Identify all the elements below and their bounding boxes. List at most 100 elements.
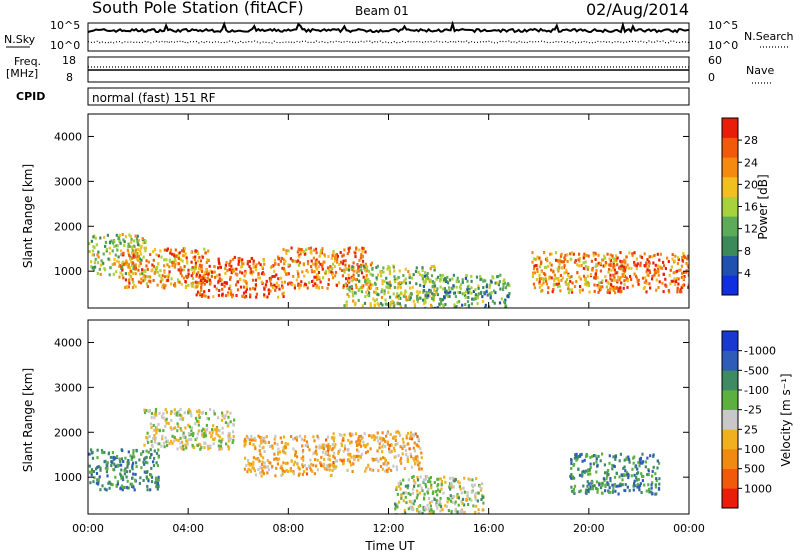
heatmap-cell [413,482,416,486]
heatmap-cell [346,292,349,296]
heatmap-cell [340,442,343,446]
heatmap-cell [452,273,455,277]
heatmap-cell [421,269,424,272]
heatmap-cell [581,472,584,476]
heatmap-cell [286,272,289,276]
heatmap-cell [131,263,134,267]
heatmap-cell [277,452,280,456]
heatmap-cell [171,252,174,256]
heatmap-cell [252,462,255,466]
heatmap-cell [304,444,307,447]
y-tick-label: 3000 [54,175,82,188]
heatmap-cell [297,259,300,263]
heatmap-cell [352,299,355,303]
heatmap-cell [245,434,248,438]
heatmap-cell [192,256,195,260]
heatmap-cell [658,258,661,262]
heatmap-cell [142,460,145,464]
heatmap-cell [380,274,383,278]
heatmap-cell [611,467,614,471]
heatmap-cell [604,263,607,267]
heatmap-cell [564,280,567,284]
heatmap-cell [124,235,128,239]
heatmap-cell [642,287,645,291]
heatmap-cell [186,259,189,263]
heatmap-cell [467,312,469,315]
heatmap-cell [271,265,274,268]
heatmap-cell [279,466,282,470]
heatmap-cell [111,483,114,487]
heatmap-cell [329,474,333,477]
heatmap-cell [347,277,350,281]
heatmap-cell [648,269,651,273]
heatmap-cell [638,488,641,492]
heatmap-cell [142,479,145,482]
heatmap-cell [437,488,440,492]
heatmap-cell [443,278,446,282]
heatmap-cell [332,467,336,471]
heatmap-cell [383,462,386,466]
heatmap-cell [423,506,426,510]
heatmap-cell [299,283,302,287]
heatmap-cell [409,296,412,300]
heatmap-cell [415,496,418,500]
heatmap-cell [296,435,299,439]
heatmap-cell [389,284,392,288]
heatmap-cell [336,257,339,261]
heatmap-cell [128,257,132,261]
heatmap-cell [220,418,224,422]
heatmap-cell [402,440,405,444]
heatmap-cell [165,274,169,278]
heatmap-cell [177,278,180,282]
heatmap-cell [233,418,236,422]
heatmap-cell [97,480,100,484]
heatmap-cell [352,261,355,265]
heatmap-cell [150,440,153,444]
heatmap-cell [426,475,429,479]
heatmap-cell [384,298,387,302]
heatmap-cell [407,484,410,488]
heatmap-cell [531,260,534,264]
heatmap-cell [114,253,117,257]
heatmap-cell [553,273,556,277]
heatmap-cell [99,263,102,267]
heatmap-cell [282,295,285,299]
heatmap-cell [457,480,460,484]
heatmap-cell [302,250,305,254]
heatmap-cell [428,512,431,514]
heatmap-cell [379,465,383,468]
heatmap-cell [413,459,416,462]
heatmap-cell [169,412,173,415]
heatmap-cell [559,274,562,277]
heatmap-cell [402,444,405,448]
heatmap-cell [399,286,402,290]
heatmap-cell [269,289,272,293]
heatmap-cell [239,270,242,274]
heatmap-cell [457,290,460,294]
heatmap-cell [612,287,615,291]
heatmap-cell [130,240,133,244]
heatmap-cell [206,270,209,274]
heatmap-cell [556,284,560,288]
heatmap-cell [126,486,130,490]
heatmap-cell [276,457,279,461]
heatmap-cell [228,434,231,438]
heatmap-cell [570,485,573,489]
heatmap-cell [617,484,620,488]
heatmap-cell [606,481,609,485]
heatmap-cell [194,416,198,420]
heatmap-cell [211,270,214,274]
heatmap-cell [132,449,135,452]
heatmap-cell [381,303,384,307]
heatmap-cell [203,282,206,286]
heatmap-cell [228,268,231,271]
heatmap-cell [608,490,611,494]
heatmap-cell [419,483,422,487]
heatmap-cell [300,250,303,254]
heatmap-cell [680,286,683,290]
heatmap-cell [467,477,470,481]
heatmap-cell [244,290,247,294]
heatmap-cell [474,297,477,301]
heatmap-cell [618,475,621,479]
heatmap-cell [485,285,488,289]
